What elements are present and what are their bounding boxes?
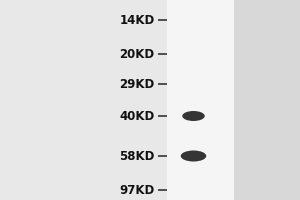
Text: 40KD: 40KD [119,110,154,122]
Text: 14KD: 14KD [119,14,154,26]
Ellipse shape [181,150,206,162]
Bar [167,0,234,200]
Text: 97KD: 97KD [119,184,154,196]
Text: 29KD: 29KD [119,78,154,90]
Ellipse shape [182,111,205,121]
Text: 58KD: 58KD [119,150,154,162]
Bar [234,0,300,200]
Text: 20KD: 20KD [119,47,154,60]
